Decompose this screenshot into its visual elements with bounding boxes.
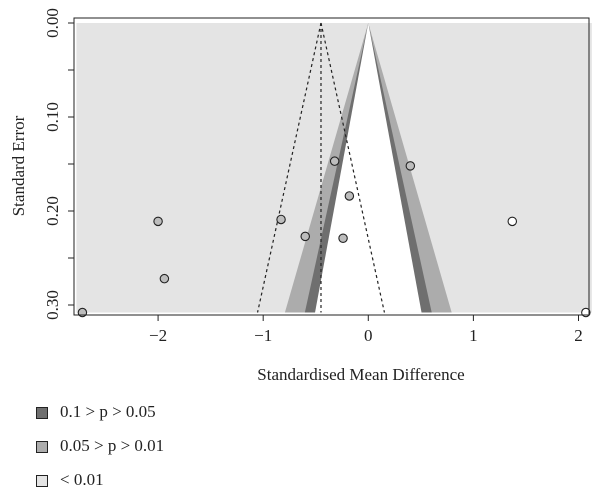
y-tick-label: 0.20 bbox=[43, 196, 62, 226]
funnel-right-line bbox=[320, 22, 386, 313]
study-point bbox=[507, 216, 518, 227]
study-point bbox=[276, 214, 286, 225]
legend-swatch bbox=[36, 475, 48, 487]
study-point bbox=[300, 231, 310, 242]
x-axis: −2 −1 0 1 2 bbox=[149, 314, 583, 345]
study-point bbox=[405, 161, 416, 171]
x-tick-label: 0 bbox=[364, 326, 373, 345]
y-axis-label: Standard Error bbox=[9, 115, 28, 216]
study-point bbox=[153, 216, 163, 227]
legend-label: < 0.01 bbox=[60, 470, 104, 489]
y-tick-label: 0.30 bbox=[43, 290, 62, 320]
contour-regions bbox=[76, 23, 592, 313]
study-point bbox=[344, 191, 355, 201]
x-tick-label: 2 bbox=[574, 326, 583, 345]
study-point bbox=[338, 233, 348, 244]
study-points bbox=[77, 156, 591, 318]
legend-label: 0.1 > p > 0.05 bbox=[60, 402, 156, 421]
y-axis: 0.00 0.10 0.20 0.30 bbox=[43, 8, 75, 320]
reference-lines bbox=[256, 22, 386, 313]
y-tick-label: 0.00 bbox=[43, 8, 62, 38]
x-tick-label: −1 bbox=[254, 326, 272, 345]
x-tick-label: −2 bbox=[149, 326, 167, 345]
funnel-left-line bbox=[256, 22, 322, 313]
legend-label: 0.05 > p > 0.01 bbox=[60, 436, 165, 455]
funnel-plot: −2 −1 0 1 2 0.00 0.10 0.20 0.30 Standardised Me… bbox=[9, 8, 592, 384]
x-tick-label: 1 bbox=[469, 326, 478, 345]
legend-swatch bbox=[36, 407, 48, 419]
legend-swatch bbox=[36, 441, 48, 453]
study-point bbox=[329, 156, 340, 166]
y-tick-label: 0.10 bbox=[43, 102, 62, 132]
x-axis-label: Standardised Mean Difference bbox=[257, 365, 464, 384]
study-point bbox=[159, 273, 170, 284]
